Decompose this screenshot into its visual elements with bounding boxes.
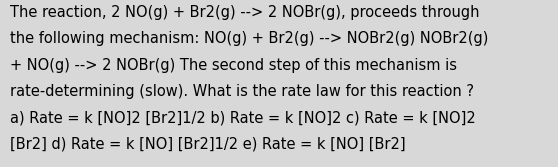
Text: the following mechanism: NO(g) + Br2(g) --> NOBr2(g) NOBr2(g): the following mechanism: NO(g) + Br2(g) … [10, 31, 488, 46]
Text: + NO(g) --> 2 NOBr(g) The second step of this mechanism is: + NO(g) --> 2 NOBr(g) The second step of… [10, 58, 457, 73]
Text: a) Rate = k [NO]2 [Br2]1/2 b) Rate = k [NO]2 c) Rate = k [NO]2: a) Rate = k [NO]2 [Br2]1/2 b) Rate = k [… [10, 111, 476, 126]
Text: The reaction, 2 NO(g) + Br2(g) --> 2 NOBr(g), proceeds through: The reaction, 2 NO(g) + Br2(g) --> 2 NOB… [10, 5, 479, 20]
Text: rate-determining (slow). What is the rate law for this reaction ?: rate-determining (slow). What is the rat… [10, 84, 474, 99]
Text: [Br2] d) Rate = k [NO] [Br2]1/2 e) Rate = k [NO] [Br2]: [Br2] d) Rate = k [NO] [Br2]1/2 e) Rate … [10, 137, 406, 152]
